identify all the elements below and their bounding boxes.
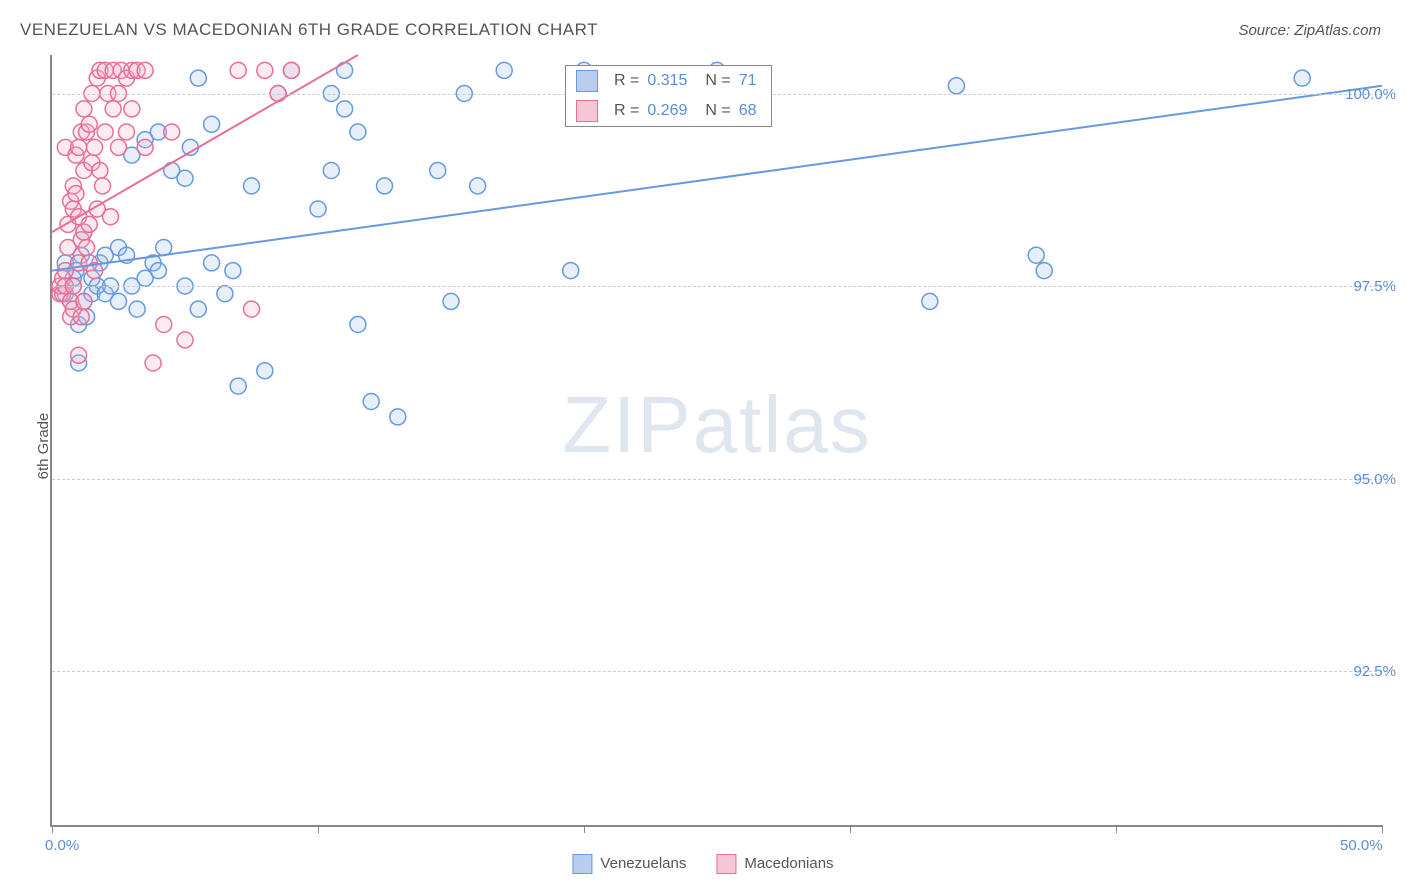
data-point — [363, 394, 379, 410]
gridline — [52, 286, 1382, 287]
source-label: Source: ZipAtlas.com — [1238, 22, 1381, 39]
data-point — [337, 101, 353, 117]
data-point — [1036, 263, 1052, 279]
data-point — [73, 309, 89, 325]
data-point — [257, 62, 273, 78]
y-tick-label: 92.5% — [1353, 663, 1396, 680]
data-point — [111, 293, 127, 309]
n-value: 71 — [739, 72, 757, 90]
data-point — [81, 216, 97, 232]
n-value: 68 — [739, 102, 757, 120]
x-tick — [1382, 825, 1383, 833]
data-point — [103, 209, 119, 225]
data-point — [156, 317, 172, 333]
data-point — [177, 332, 193, 348]
y-tick-label: 97.5% — [1353, 278, 1396, 295]
data-point — [496, 62, 512, 78]
data-point — [310, 201, 326, 217]
y-tick-label: 100.0% — [1345, 86, 1396, 103]
plot-area: ZIPatlas — [50, 55, 1382, 827]
x-tick-label: 0.0% — [45, 837, 79, 854]
data-point — [137, 62, 153, 78]
x-tick — [850, 825, 851, 833]
data-point — [71, 347, 87, 363]
data-point — [230, 378, 246, 394]
data-point — [76, 293, 92, 309]
data-point — [81, 116, 97, 132]
data-point — [1294, 70, 1310, 86]
legend-swatch — [716, 854, 736, 874]
data-point — [283, 62, 299, 78]
data-point — [164, 124, 180, 140]
data-point — [111, 139, 127, 155]
data-point — [97, 124, 113, 140]
data-point — [124, 101, 140, 117]
data-point — [217, 286, 233, 302]
x-tick — [1116, 825, 1117, 833]
r-value: 0.315 — [647, 72, 687, 90]
legend-item: Macedonians — [716, 854, 833, 874]
data-point — [230, 62, 246, 78]
data-point — [470, 178, 486, 194]
chart-svg — [52, 55, 1382, 825]
chart-title: VENEZUELAN VS MACEDONIAN 6TH GRADE CORRE… — [20, 20, 598, 40]
data-point — [71, 139, 87, 155]
legend-item: Venezuelans — [572, 854, 686, 874]
data-point — [257, 363, 273, 379]
data-point — [922, 293, 938, 309]
data-point — [563, 263, 579, 279]
data-point — [76, 101, 92, 117]
data-point — [377, 178, 393, 194]
data-point — [323, 163, 339, 179]
y-tick-label: 95.0% — [1353, 471, 1396, 488]
x-tick — [52, 825, 53, 833]
data-point — [225, 263, 241, 279]
data-point — [1028, 247, 1044, 263]
x-tick-label: 50.0% — [1340, 837, 1383, 854]
data-point — [150, 263, 166, 279]
stats-row: R = 0.315 N = 71 — [566, 66, 771, 96]
data-point — [350, 317, 366, 333]
stats-legend-box: R = 0.315 N = 71 R = 0.269 N = 68 — [565, 65, 772, 127]
data-point — [204, 116, 220, 132]
data-point — [390, 409, 406, 425]
gridline — [52, 479, 1382, 480]
x-tick — [584, 825, 585, 833]
data-point — [177, 170, 193, 186]
legend-label: Venezuelans — [600, 855, 686, 872]
data-point — [105, 101, 121, 117]
data-point — [190, 301, 206, 317]
r-label: R = — [614, 72, 639, 90]
data-point — [92, 163, 108, 179]
data-point — [948, 78, 964, 94]
legend-label: Macedonians — [744, 855, 833, 872]
data-point — [118, 124, 134, 140]
data-point — [244, 301, 260, 317]
data-point — [190, 70, 206, 86]
data-point — [137, 139, 153, 155]
data-point — [145, 355, 161, 371]
data-point — [443, 293, 459, 309]
data-point — [204, 255, 220, 271]
gridline — [52, 671, 1382, 672]
r-label: R = — [614, 102, 639, 120]
data-point — [244, 178, 260, 194]
series-swatch — [576, 70, 598, 92]
legend-swatch — [572, 854, 592, 874]
data-point — [350, 124, 366, 140]
r-value: 0.269 — [647, 102, 687, 120]
data-point — [95, 178, 111, 194]
data-point — [79, 240, 95, 256]
n-label: N = — [705, 102, 730, 120]
legend-bottom: Venezuelans Macedonians — [572, 854, 833, 874]
data-point — [156, 240, 172, 256]
series-swatch — [576, 100, 598, 122]
data-point — [430, 163, 446, 179]
data-point — [68, 186, 84, 202]
n-label: N = — [705, 72, 730, 90]
data-point — [87, 139, 103, 155]
x-tick — [318, 825, 319, 833]
stats-row: R = 0.269 N = 68 — [566, 96, 771, 126]
data-point — [129, 301, 145, 317]
